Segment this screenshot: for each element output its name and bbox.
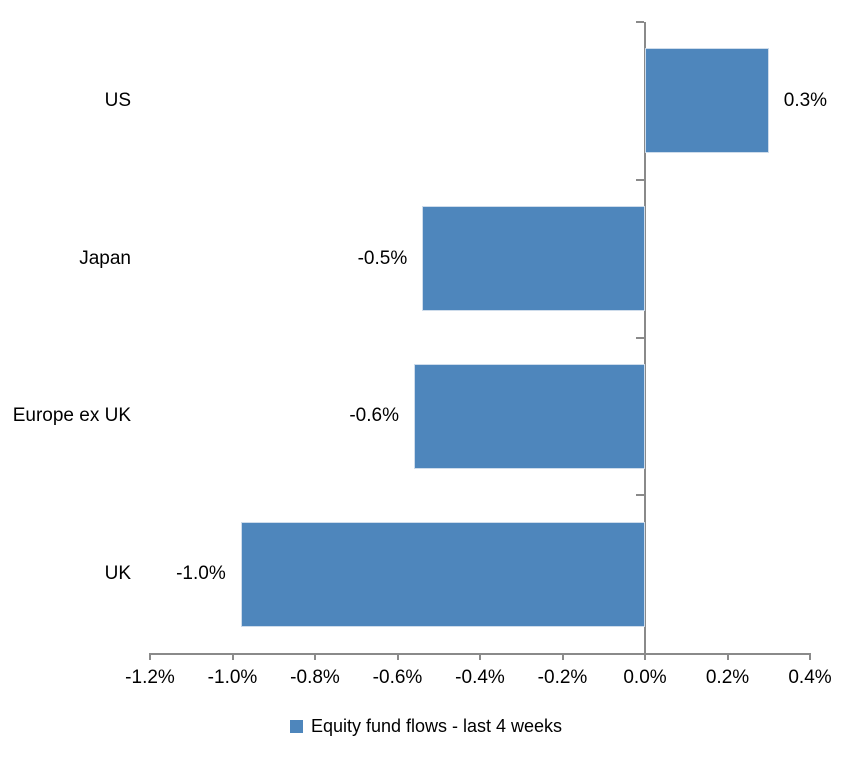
x-tick-label: -0.2%	[537, 667, 588, 688]
y-axis-tick	[636, 494, 644, 497]
x-tick-label: -0.8%	[290, 667, 340, 688]
x-tick-label: 0.4%	[788, 667, 832, 688]
x-axis-tick	[726, 653, 729, 660]
bar-us	[645, 48, 769, 154]
value-label: 0.3%	[783, 89, 828, 111]
value-label: -0.6%	[349, 405, 399, 427]
legend-swatch-icon	[289, 719, 303, 733]
value-label: -0.5%	[357, 247, 408, 269]
y-axis-tick	[636, 178, 644, 181]
y-axis-tick	[636, 21, 644, 23]
category-label: Europe ex UK	[12, 405, 131, 427]
x-axis-tick	[314, 653, 316, 660]
x-tick-label: 0.2%	[705, 667, 750, 688]
legend: Equity fund flows - last 4 weeks	[0, 716, 852, 736]
x-axis-tick	[809, 653, 811, 660]
x-tick-label: -0.4%	[455, 667, 505, 688]
bar-uk	[240, 521, 645, 627]
x-tick-label: -0.6%	[372, 667, 423, 688]
x-axis-tick	[231, 653, 234, 660]
category-label: UK	[104, 563, 131, 585]
x-axis-tick	[479, 653, 481, 660]
y-axis-line	[644, 22, 646, 660]
value-label: -1.0%	[176, 563, 226, 585]
x-axis-tick	[644, 653, 646, 660]
legend-label: Equity fund flows - last 4 weeks	[310, 716, 563, 736]
y-axis-tick	[636, 336, 644, 339]
x-axis-tick	[561, 653, 564, 660]
x-tick-label: 0.0%	[623, 667, 667, 688]
category-label: US	[104, 89, 131, 111]
x-tick-label: -1.0%	[207, 667, 258, 688]
bar-europe-ex-uk	[414, 363, 645, 469]
bar-japan	[422, 206, 645, 312]
category-label: Japan	[79, 247, 131, 269]
x-axis-tick	[149, 653, 151, 660]
x-tick-label: -1.2%	[125, 667, 175, 688]
x-axis-tick	[396, 653, 399, 660]
